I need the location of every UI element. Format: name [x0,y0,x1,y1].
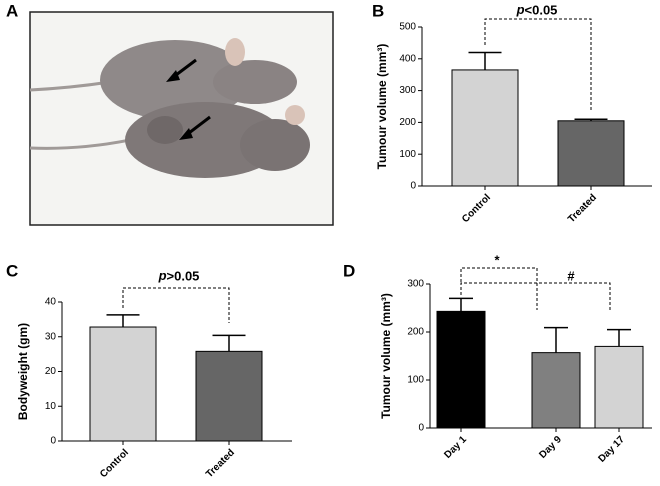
y-tick-label: 0 [50,436,56,447]
chart: B 0 100 200 300 400 500 Tumour volume (mm³) Cont… [372,1,652,225]
bar [451,69,519,187]
annotation: # [567,268,575,283]
y-tick-label: 100 [399,149,416,160]
bar [89,326,157,442]
y-tick-label: 500 [399,22,416,33]
x-tick-label: Control [460,192,493,225]
panel-label: A [6,1,18,20]
significance-bracket [122,287,230,323]
annotation: * [494,252,500,267]
y-axis-label: Tumour volume (mm³) [375,44,389,170]
bar [436,310,486,429]
significance-bracket [484,18,592,112]
panel-label: D [343,261,355,280]
chart: C 0 10 20 30 40 Bodyweight (gm) Control Treated p… [6,261,292,480]
mouse-photo [29,11,334,226]
y-tick-label: 200 [407,327,424,338]
panel-label: C [6,261,18,280]
y-tick-label: 200 [399,117,416,128]
y-axis-label: Bodyweight (gm) [16,323,30,420]
y-tick-label: 30 [45,331,57,342]
y-tick-label: 400 [399,53,416,64]
y-tick-label: 300 [399,85,416,96]
y-tick-label: 10 [45,401,57,412]
bar [195,350,263,442]
significance-bracket [460,267,538,310]
x-tick-label: Day 1 [442,434,469,461]
bar [531,352,581,429]
y-axis-label: Tumour volume (mm³) [379,293,393,419]
y-tick-label: 0 [410,181,416,192]
x-tick-label: Day 17 [596,434,627,465]
x-tick-label: Control [98,447,131,480]
annotation: p<0.05 [516,2,558,17]
y-tick-label: 20 [45,366,57,377]
panel-label: B [372,1,384,20]
y-tick-label: 40 [45,297,57,308]
y-tick-label: 0 [418,423,424,434]
y-tick-label: 300 [407,279,424,290]
y-tick-label: 100 [407,375,424,386]
significance-bracket [460,282,611,312]
bar [557,120,625,187]
chart: D 0 100 200 300 Tumour volume (mm³) Day 1 Day 9… [343,252,652,465]
annotation: p>0.05 [158,268,200,283]
x-tick-label: Treated [566,192,599,225]
x-tick-label: Treated [204,447,237,480]
x-tick-label: Day 9 [537,434,564,461]
bar [594,345,644,429]
